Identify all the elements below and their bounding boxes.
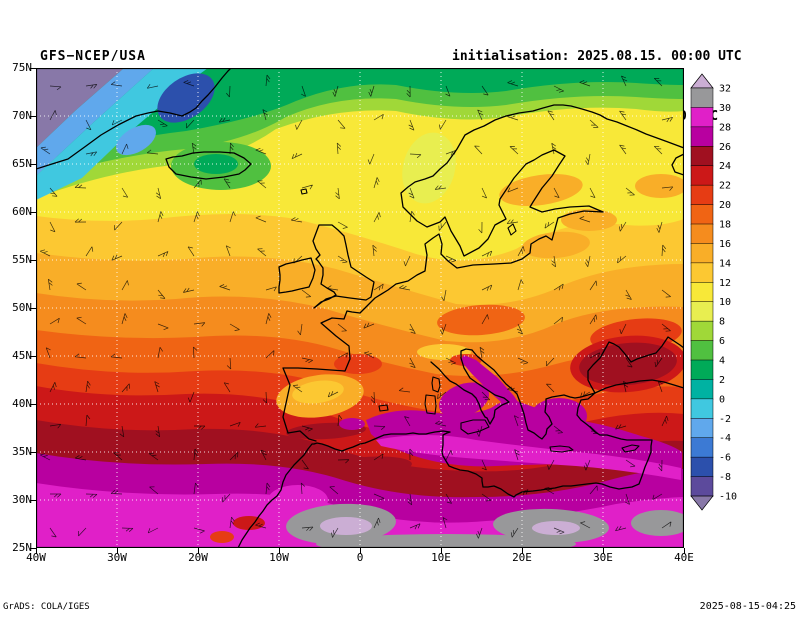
colorbar-segment: [690, 398, 714, 419]
lat-label: 35N: [12, 445, 32, 458]
lat-tick: [30, 212, 36, 213]
map-frame: [35, 67, 685, 549]
colorbar-label: -10: [719, 492, 737, 503]
colorbar-segment: [690, 204, 714, 225]
colorbar-segment: [690, 165, 714, 186]
colorbar-label: -6: [719, 453, 731, 464]
lat-tick: [30, 164, 36, 165]
lon-tick: [36, 548, 37, 554]
lat-tick: [30, 548, 36, 549]
creation-timestamp: 2025-08-15-04:25: [699, 601, 796, 612]
colorbar-label: 0: [719, 394, 725, 405]
colorbar-label: 6: [719, 336, 725, 347]
lon-label: 20W: [188, 551, 208, 564]
wind-barbs: [39, 74, 674, 539]
coastlines: [35, 67, 685, 549]
lon-tick: [279, 548, 280, 554]
lat-label: 45N: [12, 349, 32, 362]
lat-tick: [30, 452, 36, 453]
colorbar-segment: [690, 340, 714, 361]
lon-tick: [522, 548, 523, 554]
lat-tick: [30, 260, 36, 261]
lon-tick: [360, 548, 361, 554]
graticule-grid: [36, 68, 684, 548]
colorbar-arrow-bottom: [690, 495, 714, 511]
model-title: GFS−NCEP/USA: [40, 49, 146, 64]
lon-tick: [441, 548, 442, 554]
lat-tick: [30, 68, 36, 69]
colorbar-label: 18: [719, 220, 731, 231]
colorbar-label: 32: [719, 84, 731, 95]
colorbar-segment: [690, 126, 714, 147]
lat-label: 70N: [12, 109, 32, 122]
colorbar-label: 28: [719, 122, 731, 133]
colorbar-label: -2: [719, 414, 731, 425]
lat-label: 65N: [12, 157, 32, 170]
colorbar-segment: [690, 320, 714, 342]
lon-label: 10W: [269, 551, 289, 564]
colorbar-label: 22: [719, 181, 731, 192]
colorbar-segment: [690, 243, 714, 264]
colorbar-segment: [690, 262, 714, 283]
lat-label: 50N: [12, 301, 32, 314]
lat-label: 40N: [12, 397, 32, 410]
map-svg: [35, 67, 691, 554]
lon-label: 30W: [107, 551, 127, 564]
colorbar-label: -8: [719, 472, 731, 483]
colorbar-label: 2: [719, 375, 725, 386]
lon-tick: [684, 548, 685, 554]
colorbar-label: 20: [719, 200, 731, 211]
lat-label: 75N: [12, 61, 32, 74]
colorbar-segment: [690, 379, 714, 400]
colorbar-label: 26: [719, 142, 731, 153]
lon-label: 40W: [26, 551, 46, 564]
colorbar-label: 10: [719, 297, 731, 308]
lat-label: 30N: [12, 493, 32, 506]
lon-label: 40E: [674, 551, 694, 564]
lat-tick: [30, 116, 36, 117]
colorbar-segment: [690, 146, 714, 167]
lon-label: 20E: [512, 551, 532, 564]
colorbar-segment: [690, 359, 714, 381]
lon-label: 10E: [431, 551, 451, 564]
colorbar-label: 30: [719, 103, 731, 114]
colorbar-segment: [690, 223, 714, 245]
colorbar-label: 8: [719, 317, 725, 328]
colorbar-label: 16: [719, 239, 731, 250]
colorbar-label: 4: [719, 356, 725, 367]
colorbar-label: 12: [719, 278, 731, 289]
grads-credit: GrADS: COLA/IGES: [3, 602, 90, 612]
lat-tick: [30, 404, 36, 405]
colorbar-segment: [690, 87, 714, 109]
colorbar-segment: [690, 184, 714, 206]
lat-label: 25N: [12, 541, 32, 554]
colorbar-segment: [690, 282, 714, 303]
colorbar-segment: [690, 107, 714, 128]
lat-tick: [30, 308, 36, 309]
map-area: [35, 67, 691, 554]
lon-tick: [117, 548, 118, 554]
colorbar-label: 24: [719, 161, 731, 172]
lat-tick: [30, 500, 36, 501]
colorbar-segment: [690, 301, 714, 322]
lon-tick: [198, 548, 199, 554]
colorbar-segment: [690, 418, 714, 439]
lon-label: 0: [356, 551, 364, 564]
colorbar-label: -4: [719, 433, 731, 444]
colorbar-segment: [690, 456, 714, 478]
lat-tick: [30, 356, 36, 357]
lat-label: 55N: [12, 253, 32, 266]
colorbar-segment: [690, 476, 714, 497]
init-time: initialisation: 2025.08.15. 00:00 UTC: [452, 49, 742, 64]
colorbar-arrow-top: [690, 73, 714, 89]
colorbar-segment: [690, 437, 714, 458]
lon-label: 30E: [593, 551, 613, 564]
lon-tick: [603, 548, 604, 554]
colorbar-label: 14: [719, 258, 731, 269]
lat-label: 60N: [12, 205, 32, 218]
